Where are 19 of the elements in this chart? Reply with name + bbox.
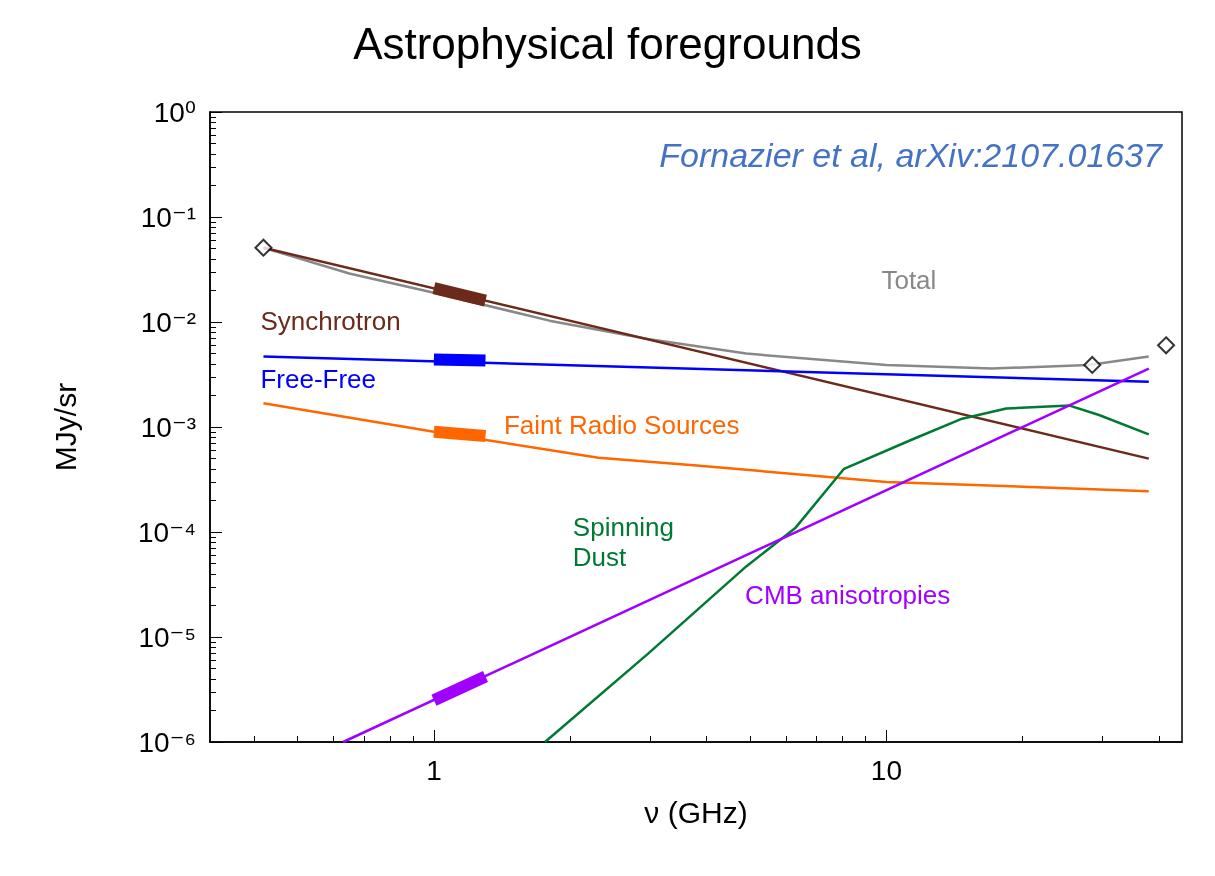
series-label: Free-Free xyxy=(260,364,377,395)
series-label: Spinning Dust xyxy=(572,511,675,572)
annotation: Fornazier et al, arXiv:2107.01637 xyxy=(659,136,1164,174)
text: Total xyxy=(881,264,937,295)
chart-title: Astrophysical foregrounds xyxy=(353,18,862,68)
y-tick-label: 10⁻⁵ xyxy=(138,621,196,653)
y-tick-label: 10⁻² xyxy=(140,306,196,338)
series-label: Faint Radio Sources xyxy=(503,409,740,440)
x-tick-label: 1 xyxy=(426,754,442,786)
y-tick-label: 10⁻¹ xyxy=(140,201,196,233)
y-tick-label: 10⁰ xyxy=(153,96,196,128)
x-axis-title: ν (GHz) xyxy=(644,795,748,829)
y-tick-label: 10⁻⁴ xyxy=(138,516,196,548)
series-label: CMB anisotropies xyxy=(745,580,951,610)
x-tick-label: 10 xyxy=(870,754,902,786)
series-label: Synchrotron xyxy=(260,305,401,336)
y-axis-title: MJy/sr xyxy=(48,382,82,472)
y-tick-label: 10⁻⁶ xyxy=(138,726,196,758)
y-tick-label: 10⁻³ xyxy=(140,411,196,443)
